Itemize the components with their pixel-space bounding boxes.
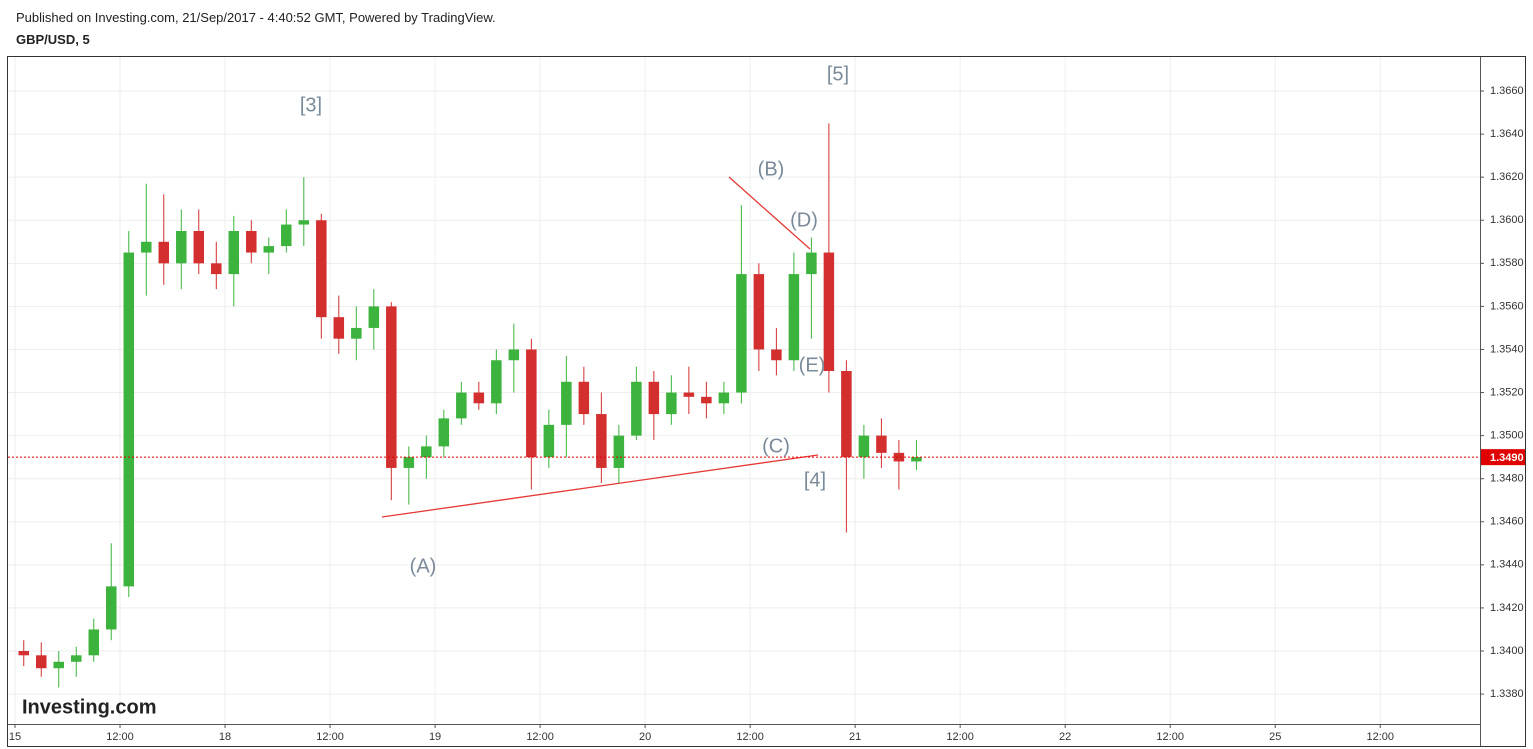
y-tick-label: 1.3500: [1490, 430, 1524, 442]
candle-body: [176, 231, 187, 264]
candle-body: [806, 252, 817, 275]
x-tick-label: 18: [219, 731, 231, 743]
candle-body: [368, 306, 380, 328]
trend-line: [381, 454, 819, 518]
candle-body: [123, 252, 135, 587]
wave-label: [5]: [827, 63, 849, 85]
y-tick-label: 1.3440: [1490, 559, 1524, 571]
candle-body: [263, 246, 275, 253]
trend-line: [728, 176, 811, 250]
y-tick-label: 1.3420: [1490, 602, 1524, 614]
candle-body: [403, 457, 415, 468]
x-tick-label: 25: [1269, 731, 1281, 743]
candle-body: [106, 586, 117, 630]
candle-body: [386, 306, 397, 468]
x-tick-label: 12:00: [946, 731, 974, 743]
x-tick-label: 20: [639, 731, 651, 743]
x-tick-label: 12:00: [526, 731, 554, 743]
candle-body: [543, 424, 555, 458]
y-tick-label: 1.3560: [1490, 300, 1524, 312]
candle-body: [316, 220, 327, 318]
watermark: Investing.com: [22, 696, 156, 718]
wave-label: [3]: [300, 94, 322, 116]
candle-body: [438, 418, 450, 447]
y-tick-label: 1.3520: [1490, 386, 1524, 398]
candle-body: [736, 274, 747, 393]
candle-body: [613, 435, 625, 468]
x-tick-label: 15: [9, 731, 21, 743]
candle-body: [666, 392, 677, 415]
y-tick-label: 1.3540: [1490, 343, 1524, 355]
y-tick-label: 1.3460: [1490, 516, 1524, 528]
frame: [7, 56, 1526, 747]
candle-body: [683, 392, 695, 397]
candle-body: [823, 252, 835, 372]
candle-body: [718, 392, 730, 404]
candle-body: [211, 263, 222, 275]
candle-body: [351, 327, 362, 339]
wave-label: [4]: [804, 469, 826, 491]
x-tick-label: 12:00: [316, 731, 344, 743]
candle-body: [71, 655, 82, 662]
wave-label: (D): [790, 209, 818, 231]
candle-body: [491, 360, 502, 404]
y-tick-label: 1.3620: [1490, 171, 1524, 183]
candle-body: [18, 650, 30, 656]
candle-body: [753, 274, 765, 350]
publish-note: Published on Investing.com, 21/Sep/2017 …: [16, 10, 496, 25]
y-tick-label: 1.3380: [1490, 688, 1524, 700]
x-tick-label: 12:00: [1156, 731, 1184, 743]
x-tick-label: 21: [849, 731, 861, 743]
candle-body: [876, 435, 887, 453]
wave-label: (A): [410, 555, 437, 577]
y-tick-label: 1.3660: [1490, 85, 1524, 97]
candle-body: [53, 661, 65, 669]
y-tick-label: 1.3480: [1490, 473, 1524, 485]
candle-body: [228, 231, 240, 275]
candle-body: [561, 381, 572, 425]
candle-body: [788, 274, 800, 361]
candle-body: [858, 435, 870, 458]
y-tick-label: 1.3600: [1490, 214, 1524, 226]
candle-body: [88, 629, 100, 656]
candle-body: [508, 349, 520, 361]
candle-body: [246, 231, 257, 253]
candle-body: [911, 457, 922, 462]
candle-body: [36, 655, 47, 669]
candle-body: [841, 371, 852, 458]
wave-label: (B): [758, 158, 785, 180]
x-tick-label: 19: [429, 731, 441, 743]
candle-body: [141, 241, 152, 253]
x-tick-label: 22: [1059, 731, 1071, 743]
candle-body: [893, 452, 905, 462]
candle-body: [631, 381, 642, 436]
candle-body: [526, 349, 537, 458]
candle-body: [298, 220, 310, 225]
candle-body: [648, 381, 660, 415]
y-tick-label: 1.3580: [1490, 257, 1524, 269]
chart-title: GBP/USD, 5: [16, 32, 90, 47]
candle-body: [596, 414, 607, 468]
y-tick-label: 1.3400: [1490, 645, 1524, 657]
candle-body: [421, 446, 432, 458]
y-tick-label: 1.3640: [1490, 128, 1524, 140]
candle-body: [701, 396, 712, 404]
x-tick-label: 12:00: [736, 731, 764, 743]
candle-body: [193, 231, 205, 264]
last-price-box: [1481, 449, 1525, 466]
x-tick-label: 12:00: [1366, 731, 1394, 743]
wave-label: (C): [762, 435, 790, 457]
candle-body: [456, 392, 467, 419]
wave-label: (E): [799, 354, 826, 376]
candle-body: [771, 349, 782, 361]
candle-body: [333, 317, 345, 339]
candle-body: [281, 224, 292, 247]
candle-body: [473, 392, 485, 404]
candle-body: [158, 241, 170, 264]
last-price-label: 1.3490: [1490, 452, 1524, 464]
x-tick-label: 12:00: [106, 731, 134, 743]
candle-body: [578, 381, 590, 415]
